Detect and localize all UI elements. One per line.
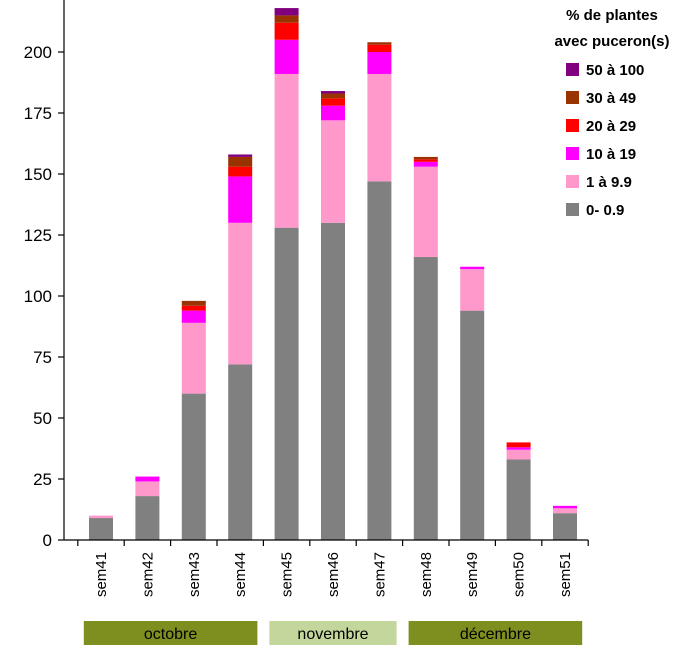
bar-sem46-1-9-9 [321,120,345,223]
month-band-décembre [408,621,583,645]
legend-label-1-9-9: 1 à 9.9 [586,174,632,191]
bar-sem46-10-19 [321,105,345,121]
bar-sem45-50-100 [274,8,299,16]
bar-sem50-1-9-9 [506,449,531,460]
bar-sem49-1-9-9 [460,269,485,311]
bar-sem47-0-0-9 [367,181,392,540]
bar-sem46-30-49 [321,93,345,99]
bar-sem49-10-19 [460,266,485,270]
month-band-label-novembre: novembre [297,626,368,643]
y-tick-label-125: 125 [24,226,52,245]
y-tick-label-0: 0 [43,531,52,550]
bar-sem46-50-100 [321,91,345,94]
legend-label-0-0-9: 0- 0.9 [586,202,624,219]
bar-sem50-20-29 [506,442,531,448]
legend-swatch-20-29 [566,119,579,132]
x-tick-label-sem49: sem49 [464,552,481,597]
x-tick-label-sem51: sem51 [557,552,574,597]
bar-sem42-10-19 [135,476,160,482]
legend-swatch-50-100 [566,63,579,76]
bar-sem44-1-9-9 [228,222,253,365]
bar-sem43-1-9-9 [181,322,206,394]
x-tick-label-sem47: sem47 [371,552,388,597]
x-tick-label-sem41: sem41 [93,552,110,597]
legend-label-10-19: 10 à 19 [586,146,636,163]
month-band-label-octobre: octobre [144,626,197,643]
bar-sem45-20-29 [274,22,299,40]
y-tick-label-75: 75 [33,348,52,367]
legend-label-50-100: 50 à 100 [586,62,644,79]
bar-sem46-20-29 [321,98,345,106]
bar-sem51-1-9-9 [553,508,577,514]
bar-sem43-0-0-9 [181,393,206,540]
bar-sem45-10-19 [274,39,299,74]
legend-title-line2: avec puceron(s) [554,33,669,50]
bar-sem47-20-29 [367,44,392,52]
x-tick-label-sem42: sem42 [139,552,156,597]
bar-sem49-0-0-9 [460,310,485,540]
bar-sem45-1-9-9 [274,73,299,228]
month-band-label-décembre: décembre [460,626,531,643]
y-tick-label-175: 175 [24,104,52,123]
legend-swatch-10-19 [566,147,579,160]
month-band-novembre [269,621,397,645]
bar-sem51-10-19 [553,505,577,509]
y-tick-label-200: 200 [24,43,52,62]
legend-swatch-1-9-9 [566,175,579,188]
bar-sem44-10-19 [228,176,253,223]
bar-sem48-10-19 [413,161,438,167]
bar-sem46-0-0-9 [321,222,345,541]
x-tick-label-sem50: sem50 [511,552,528,597]
bar-sem47-30-49 [367,42,392,45]
legend-label-30-49: 30 à 49 [586,90,636,107]
bar-sem50-0-0-9 [506,459,531,540]
legend-swatch-30-49 [566,91,579,104]
legend-swatch-0-0-9 [566,203,579,216]
x-tick-label-sem43: sem43 [186,552,203,597]
bar-sem42-1-9-9 [135,481,160,497]
bar-sem51-0-0-9 [553,513,577,540]
bar-sem45-0-0-9 [274,227,299,540]
legend-title-line1: % de plantes [566,7,658,24]
y-tick-label-150: 150 [24,165,52,184]
bar-sem43-20-29 [181,305,206,311]
bar-sem43-30-49 [181,300,206,306]
bar-sem42-0-0-9 [135,496,160,540]
x-tick-label-sem46: sem46 [325,552,342,597]
bar-sem44-0-0-9 [228,364,253,540]
bar-sem44-20-29 [228,166,253,177]
y-tick-label-50: 50 [33,409,52,428]
bar-sem50-10-19 [506,447,531,450]
bar-sem41-0-0-9 [89,518,113,540]
bar-sem47-10-19 [367,52,392,74]
bar-sem41-1-9-9 [89,515,113,519]
x-tick-label-sem48: sem48 [418,552,435,597]
bar-sem43-10-19 [181,310,206,323]
x-tick-label-sem45: sem45 [279,552,296,597]
y-tick-label-100: 100 [24,287,52,306]
legend-label-20-29: 20 à 29 [586,118,636,135]
bar-sem48-20-29 [413,159,438,162]
bar-sem44-50-100 [228,154,253,157]
y-tick-label-25: 25 [33,470,52,489]
bar-sem44-30-49 [228,156,253,167]
bar-sem45-30-49 [274,15,299,23]
bar-sem48-0-0-9 [413,256,438,540]
bar-sem48-1-9-9 [413,166,438,257]
month-band-octobre [83,621,258,645]
bar-sem47-1-9-9 [367,73,392,182]
x-tick-label-sem44: sem44 [232,552,249,597]
bar-sem48-30-49 [413,156,438,160]
